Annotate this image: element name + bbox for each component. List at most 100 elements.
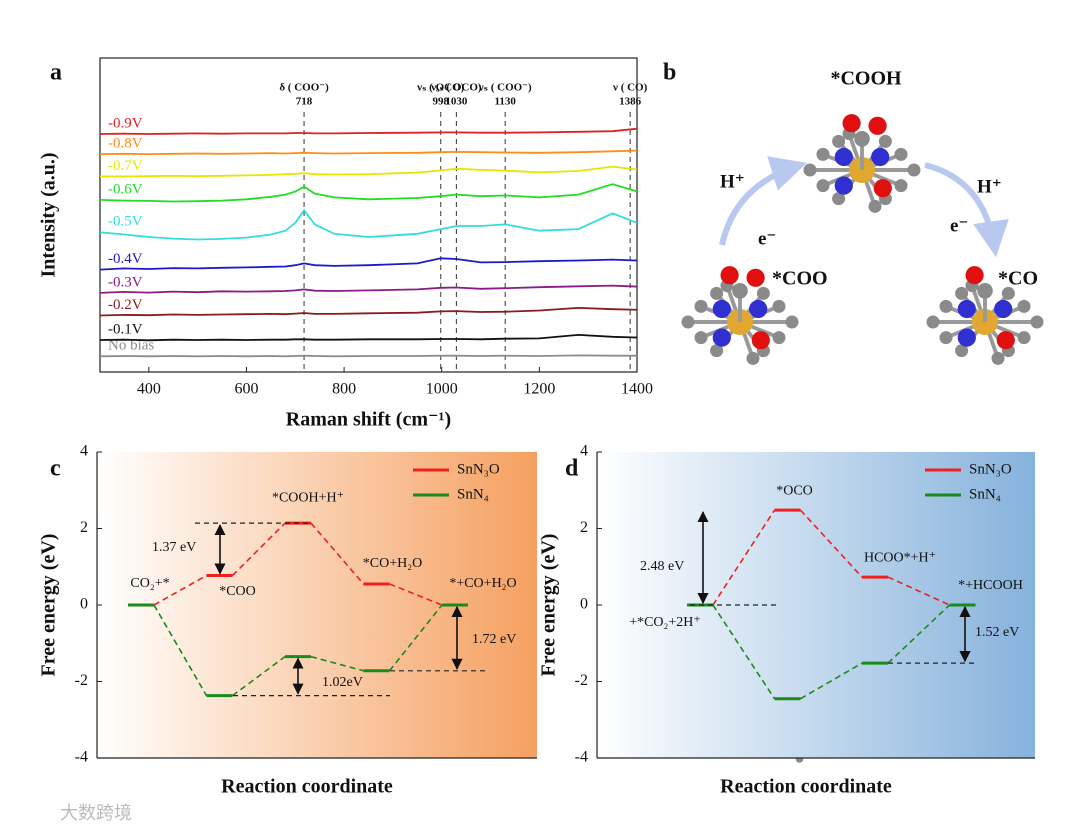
atom [803, 163, 817, 177]
y-tick-label: 2 [580, 519, 588, 536]
atom [712, 299, 731, 319]
peak-label: νₐₛ ( OCO) [430, 82, 482, 94]
node-label: *COO [772, 268, 828, 290]
spectrum-line [99, 257, 638, 271]
atom [834, 147, 853, 167]
spectrum-line [99, 183, 638, 203]
connector [231, 522, 286, 577]
y-tick-label: -2 [75, 672, 88, 689]
atom [756, 286, 770, 300]
gap-label: 2.48 eV [640, 559, 684, 574]
reaction-arrow [719, 156, 807, 246]
molecule-icon [681, 266, 799, 365]
spectrum-line [99, 127, 638, 135]
connector [712, 509, 776, 606]
atom [720, 266, 739, 285]
atom [694, 299, 708, 313]
legend-label: SnN₄ [969, 486, 1001, 502]
state-label: *+CO+H₂O [449, 576, 516, 591]
state-label: CO₂+* [130, 576, 169, 591]
series-label: No bias [108, 338, 154, 354]
spectrum-line [99, 208, 638, 241]
atom [955, 344, 969, 358]
spectrum-line [99, 333, 638, 342]
atom [772, 299, 786, 313]
x-tick-label: 1000 [426, 381, 458, 398]
peak-label: νₛ ( COO⁻) [478, 82, 532, 94]
atom [955, 286, 969, 300]
atom [894, 147, 908, 161]
series-label: -0.2V [108, 297, 143, 313]
atom [834, 176, 853, 195]
y-tick-label: 4 [80, 443, 88, 460]
legend-label: SnN₃O [969, 461, 1012, 477]
legend-label: SnN₃O [457, 461, 500, 477]
y-tick-label: 0 [580, 596, 588, 613]
molecule-icon [803, 114, 921, 213]
spectrum-line [99, 306, 638, 317]
atom [1001, 286, 1015, 300]
atom [1017, 331, 1031, 345]
atom [873, 179, 892, 198]
atom [694, 331, 708, 345]
x-axis-label: Reaction coordinate [720, 776, 892, 798]
series-label: -0.8V [108, 136, 143, 152]
x-tick-label: 800 [332, 381, 356, 398]
watermark: 大数跨境 [60, 803, 132, 824]
series-label: -0.9V [108, 115, 143, 131]
atom [977, 283, 993, 299]
atom [1017, 299, 1031, 313]
spectrum-line [99, 149, 638, 156]
atom [868, 116, 887, 135]
atom [994, 299, 1013, 319]
state-label: *CO+H₂O [363, 556, 422, 571]
state-label: *COO [219, 584, 256, 599]
plot-frame [99, 57, 638, 373]
spectrum-line [99, 284, 638, 294]
state-label: +*CO₂+2H⁺ [629, 615, 701, 630]
x-tick-label: 1400 [621, 381, 653, 398]
series-label: -0.7V [108, 158, 143, 174]
atom [991, 351, 1005, 365]
connector [388, 604, 443, 672]
y-tick-label: -4 [75, 749, 88, 766]
molecule-icon [926, 266, 1044, 365]
atom [1030, 315, 1044, 329]
series-label: -0.5V [108, 214, 143, 230]
edge-label: e⁻ [758, 228, 776, 249]
atom [681, 315, 695, 329]
atom [816, 147, 830, 161]
atom [871, 147, 890, 167]
atom [957, 328, 976, 347]
y-tick-label: 4 [580, 443, 588, 460]
atom [785, 315, 799, 329]
connector [310, 655, 364, 672]
x-axis-label: Raman shift (cm⁻¹) [286, 409, 451, 431]
y-axis-label: Intensity (a.u.) [38, 152, 60, 277]
y-tick-label: -4 [575, 749, 588, 766]
gap-label: 1.37 eV [152, 540, 196, 555]
connector [887, 604, 951, 664]
atom [772, 331, 786, 345]
spectrum-line [99, 354, 637, 358]
atom [957, 299, 976, 319]
atom [926, 315, 940, 329]
node-label: *COOH [830, 68, 902, 90]
y-tick-label: 0 [80, 596, 88, 613]
node-label: *CO [998, 268, 1038, 290]
connector [799, 509, 863, 578]
connector [310, 522, 365, 585]
panel-label: c [50, 456, 61, 482]
connector [800, 662, 863, 700]
panel-label: a [50, 60, 62, 86]
peak-value: 998 [433, 96, 450, 108]
y-axis-label: Free energy (eV) [38, 534, 60, 677]
connector [712, 604, 776, 700]
edge-label: H⁺ [977, 176, 1002, 197]
peak-value: 1386 [619, 96, 642, 108]
atom [749, 299, 768, 319]
connector [232, 655, 286, 697]
edge-label: e⁻ [950, 215, 968, 236]
peak-value: 1130 [494, 96, 516, 108]
gap-label: 1.72 eV [472, 632, 516, 647]
